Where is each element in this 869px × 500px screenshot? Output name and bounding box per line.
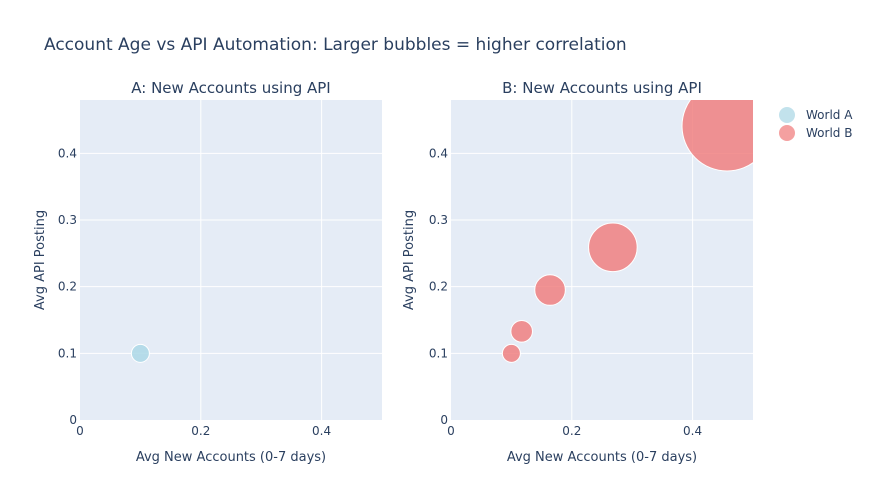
y-tick-label: 0.4 xyxy=(429,146,448,160)
points-a xyxy=(130,343,150,363)
figure-title: Account Age vs API Automation: Larger bu… xyxy=(44,35,627,55)
x-tick-label: 0 xyxy=(76,424,84,438)
y-tick-label: 0.1 xyxy=(429,346,448,360)
y-tick-label: 0 xyxy=(440,413,448,427)
points-b xyxy=(501,81,772,363)
bubble-point[interactable] xyxy=(588,222,638,273)
grid-b xyxy=(451,100,753,420)
y-tick-label: 0.3 xyxy=(58,213,77,227)
y-axis-label-a: Avg API Posting xyxy=(33,210,48,310)
bubble-point[interactable] xyxy=(681,81,772,172)
legend-item-world-a[interactable]: World A xyxy=(779,107,853,123)
legend: World A World B xyxy=(779,107,853,141)
grid-a xyxy=(80,100,382,420)
bubble-point[interactable] xyxy=(510,320,533,343)
plot-area-a xyxy=(80,100,382,420)
bubble-point[interactable] xyxy=(534,274,566,306)
ticks-b: 0 0.2 0.4 0 0.1 0.2 0.3 0.4 xyxy=(429,146,702,438)
subplot-title-a: A: New Accounts using API xyxy=(131,79,330,97)
x-tick-label: 0.4 xyxy=(683,424,702,438)
y-tick-label: 0.3 xyxy=(429,213,448,227)
y-tick-label: 0 xyxy=(69,413,77,427)
ticks-a: 0 0.2 0.4 0 0.1 0.2 0.3 0.4 xyxy=(58,146,331,438)
y-tick-label: 0.2 xyxy=(58,280,77,294)
x-tick-label: 0.2 xyxy=(562,424,581,438)
subplot-a: 0 0.2 0.4 0 0.1 0.2 0.3 0.4 A: New Accounts usi… xyxy=(33,79,382,465)
subplot-b: 0 0.2 0.4 0 0.1 0.2 0.3 0.4 B: New Accounts usi… xyxy=(402,79,772,465)
x-tick-label: 0.2 xyxy=(191,424,210,438)
legend-item-world-b[interactable]: World B xyxy=(779,125,852,141)
x-tick-label: 0 xyxy=(447,424,455,438)
subplot-title-b: B: New Accounts using API xyxy=(502,79,702,97)
legend-label-world-b: World B xyxy=(806,126,852,140)
legend-marker-world-a xyxy=(779,107,795,123)
x-tick-label: 0.4 xyxy=(312,424,331,438)
bubble-point[interactable] xyxy=(130,343,150,363)
legend-label-world-a: World A xyxy=(806,108,853,122)
y-tick-label: 0.2 xyxy=(429,280,448,294)
x-axis-label-b: Avg New Accounts (0-7 days) xyxy=(507,450,697,465)
bubble-point[interactable] xyxy=(501,343,521,363)
y-axis-label-b: Avg API Posting xyxy=(402,210,417,310)
y-tick-label: 0.1 xyxy=(58,346,77,360)
y-tick-label: 0.4 xyxy=(58,146,77,160)
legend-marker-world-b xyxy=(779,125,795,141)
x-axis-label-a: Avg New Accounts (0-7 days) xyxy=(136,450,326,465)
